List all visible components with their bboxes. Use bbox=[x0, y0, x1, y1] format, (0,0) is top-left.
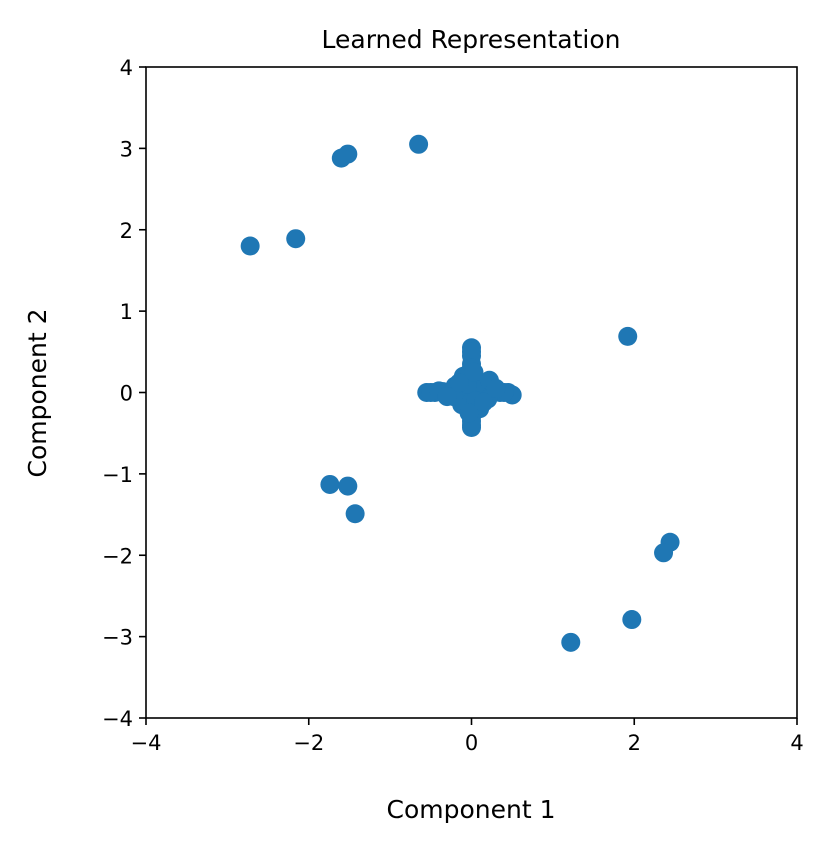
x-tick-label: 0 bbox=[465, 731, 478, 755]
data-point bbox=[437, 387, 457, 407]
y-tick-label: −2 bbox=[102, 544, 133, 568]
y-axis-title: Component 2 bbox=[23, 309, 52, 478]
x-axis-title: Component 1 bbox=[387, 795, 556, 824]
data-point bbox=[345, 504, 365, 524]
data-point bbox=[449, 373, 469, 393]
data-point bbox=[331, 148, 351, 168]
data-point bbox=[464, 362, 484, 382]
points-layer bbox=[240, 134, 680, 652]
data-point bbox=[622, 610, 642, 630]
x-axis-ticks: −4 −2 0 2 4 bbox=[131, 718, 804, 755]
y-tick-label: 1 bbox=[120, 300, 133, 324]
chart-title: Learned Representation bbox=[322, 25, 621, 54]
data-point bbox=[561, 632, 581, 652]
y-tick-label: −1 bbox=[102, 463, 133, 487]
data-point bbox=[486, 378, 506, 398]
data-point bbox=[618, 326, 638, 346]
y-tick-label: 0 bbox=[120, 382, 133, 406]
x-tick-label: 2 bbox=[628, 731, 641, 755]
data-point bbox=[459, 403, 479, 423]
data-point bbox=[462, 342, 481, 362]
x-tick-label: −4 bbox=[131, 731, 162, 755]
data-point bbox=[240, 236, 260, 256]
y-tick-label: 4 bbox=[120, 56, 133, 80]
y-tick-label: 2 bbox=[120, 219, 133, 243]
data-point bbox=[654, 543, 674, 563]
y-tick-label: −4 bbox=[102, 707, 133, 731]
y-tick-label: −3 bbox=[102, 626, 133, 650]
data-point bbox=[409, 134, 429, 154]
x-tick-label: −2 bbox=[293, 731, 324, 755]
y-tick-label: 3 bbox=[120, 137, 133, 161]
data-point bbox=[320, 474, 340, 494]
data-point bbox=[474, 392, 494, 412]
y-axis-ticks: −4 −3 −2 −1 0 1 2 3 4 bbox=[102, 56, 146, 731]
data-point bbox=[338, 476, 358, 496]
data-point bbox=[286, 229, 306, 249]
x-tick-label: 4 bbox=[790, 731, 803, 755]
